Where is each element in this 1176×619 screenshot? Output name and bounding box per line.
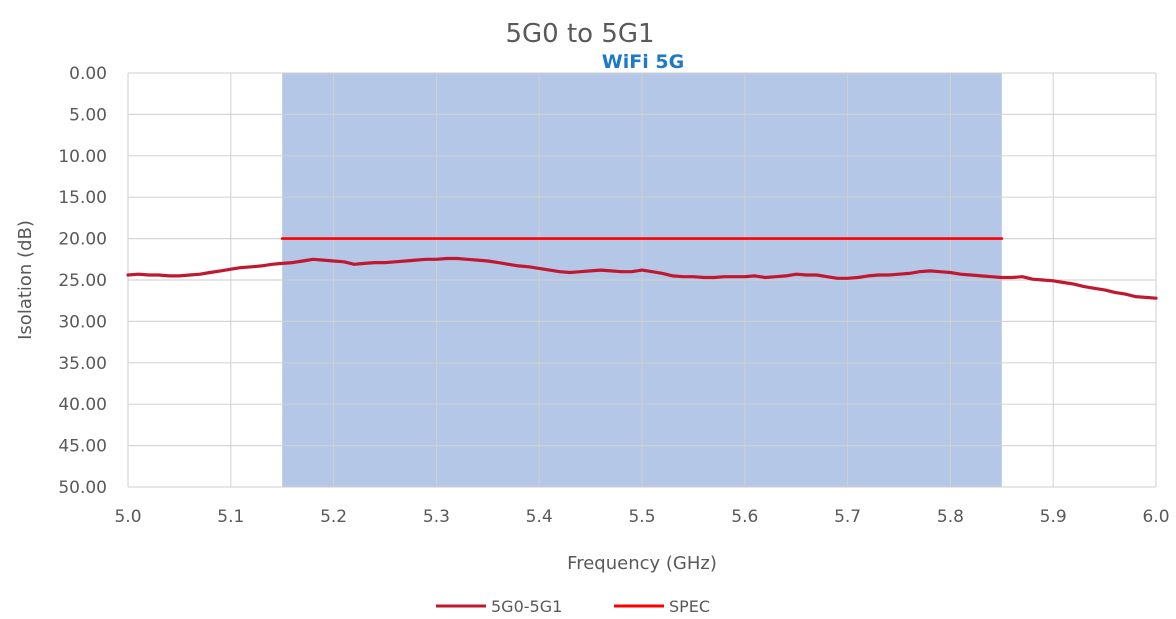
y-tick-label: 20.00 (58, 230, 107, 250)
y-tick-label: 35.00 (58, 354, 107, 374)
y-tick-label: 40.00 (58, 395, 107, 415)
x-tick-label: 5.5 (628, 507, 655, 527)
x-tick-label: 5.1 (217, 507, 244, 527)
x-tick-label: 5.7 (834, 507, 861, 527)
y-tick-label: 10.00 (58, 147, 107, 167)
y-tick-label: 0.00 (69, 64, 107, 84)
y-axis-title: Isolation (dB) (15, 220, 36, 340)
x-tick-labels: 5.0 5.1 5.2 5.3 5.4 5.5 5.6 5.7 5.8 5.9 6.0 (114, 507, 1169, 527)
legend-label-spec: SPEC (669, 597, 710, 616)
x-tick-label: 5.8 (937, 507, 964, 527)
series-lines (126, 237, 1158, 300)
legend-label-5g0-5g1: 5G0-5G1 (491, 597, 562, 616)
y-tick-label: 30.00 (58, 312, 107, 332)
y-tick-label: 25.00 (58, 271, 107, 291)
chart-title: 5G0 to 5G1 (505, 19, 654, 49)
x-tick-label: 6.0 (1142, 507, 1169, 527)
x-tick-label: 5.9 (1040, 507, 1067, 527)
y-tick-labels: 0.00 5.00 10.00 15.00 20.00 25.00 30.00 35.00 40… (58, 64, 107, 498)
y-tick-label: 45.00 (58, 437, 107, 457)
x-tick-label: 5.2 (320, 507, 347, 527)
y-tick-label: 5.00 (69, 105, 107, 125)
y-tick-label: 15.00 (58, 188, 107, 208)
x-tick-label: 5.6 (731, 507, 758, 527)
y-tick-label: 50.00 (58, 478, 107, 498)
x-tick-label: 5.4 (526, 507, 553, 527)
grid-lines (127, 72, 1157, 488)
band-label: WiFi 5G (602, 51, 684, 73)
series-line-5g0-5g1 (126, 256, 1158, 300)
legend: 5G0-5G1 SPEC (436, 597, 710, 616)
x-axis-title: Frequency (GHz) (567, 553, 717, 574)
x-tick-label: 5.3 (423, 507, 450, 527)
x-tick-label: 5.0 (114, 507, 141, 527)
